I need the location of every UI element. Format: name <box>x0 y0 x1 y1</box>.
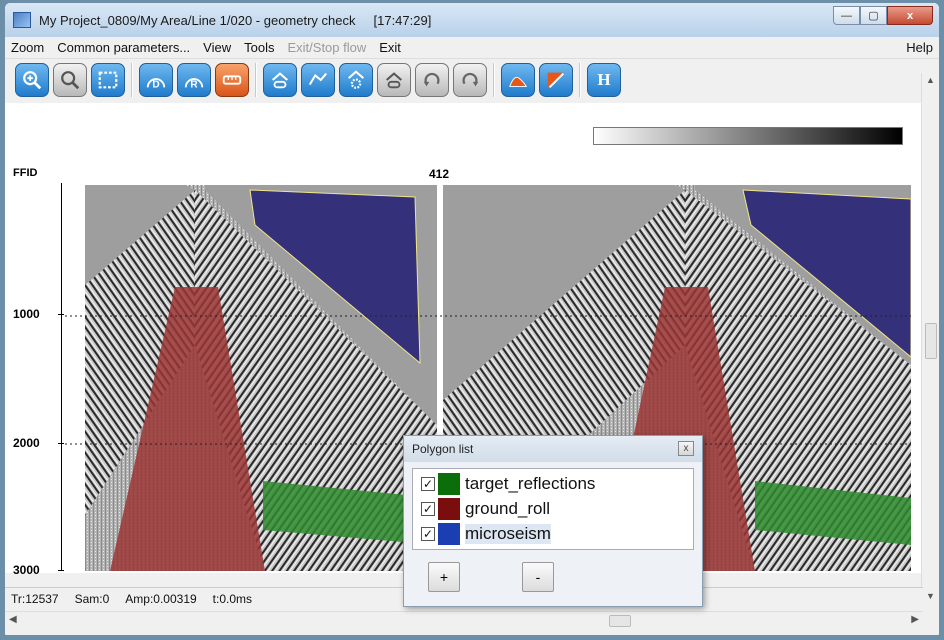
h-icon: H <box>597 70 611 89</box>
ruler-icon <box>222 75 242 85</box>
pick-gray-icon <box>386 72 402 89</box>
polygon-button[interactable] <box>501 63 535 97</box>
zoom-out-button[interactable] <box>53 63 87 97</box>
toolbar-separator <box>493 63 495 97</box>
pick-settings-button[interactable] <box>339 63 373 97</box>
pick-gray-button[interactable] <box>377 63 411 97</box>
left-gather-panel <box>85 185 437 571</box>
polygon-name: target_reflections <box>465 473 596 493</box>
toolbar: D R <box>5 59 939 101</box>
status-amplitude: Amp:0.00319 <box>125 591 197 606</box>
pick-button[interactable] <box>263 63 297 97</box>
title-bar[interactable]: My Project_0809/My Area/Line 1/020 - geo… <box>5 3 939 37</box>
trace-number-label: 412 <box>429 167 450 181</box>
ffid-axis-label: FFID <box>13 167 38 179</box>
close-button[interactable]: x <box>887 6 933 25</box>
polyline-button[interactable] <box>301 63 335 97</box>
minimize-button[interactable]: — <box>833 6 860 25</box>
status-trace: Tr:12537 <box>11 591 59 606</box>
zoom-in-icon <box>23 71 42 90</box>
y-tick-3000: 3000 <box>13 563 64 577</box>
y-tick-1000: 1000 <box>13 307 64 321</box>
polygon-list-dialog: Polygon list x ✓ target_reflections ✓ gr… <box>403 435 703 607</box>
horizontal-scroll-thumb[interactable] <box>609 615 631 627</box>
horizontal-scrollbar[interactable]: ◀ ▶ <box>5 611 923 629</box>
scroll-left-icon[interactable]: ◀ <box>9 614 17 625</box>
polygon-item-ground-roll[interactable]: ✓ ground_roll <box>413 496 693 521</box>
menu-bar: Zoom Common parameters... View Tools Exi… <box>5 37 939 59</box>
toolbar-separator <box>579 63 581 97</box>
undo-icon <box>423 72 440 87</box>
frame-icon <box>98 71 118 89</box>
vertical-scrollbar[interactable]: ▲ ▼ <box>921 73 939 603</box>
redo-button[interactable] <box>453 63 487 97</box>
polygon-checkbox[interactable]: ✓ <box>421 476 435 491</box>
gear-pick-icon <box>348 70 364 89</box>
edit-polygon-icon <box>547 72 565 89</box>
vertical-scroll-thumb[interactable] <box>925 323 937 359</box>
window-controls: — ▢ x <box>833 6 933 25</box>
polygon-list: ✓ target_reflections ✓ ground_roll ✓ mic… <box>412 468 694 550</box>
r-button[interactable]: R <box>177 63 211 97</box>
seismic-view[interactable]: FFID 412 1000 2000 3000 <box>5 103 923 577</box>
header-button[interactable]: H <box>587 63 621 97</box>
polyline-icon <box>308 72 328 86</box>
svg-text:R: R <box>190 79 198 90</box>
remove-polygon-button[interactable]: - <box>522 562 554 592</box>
pick-icon <box>272 72 288 89</box>
polygon-list-close-button[interactable]: x <box>678 441 694 456</box>
zoom-fit-button[interactable] <box>91 63 125 97</box>
edit-polygon-button[interactable] <box>539 63 573 97</box>
menu-common-parameters[interactable]: Common parameters... <box>57 40 191 55</box>
polygon-color-swatch <box>438 472 460 495</box>
window-time: [17:47:29] <box>373 12 432 28</box>
polygon-name: ground_roll <box>465 498 551 518</box>
menu-exit-stop-flow[interactable]: Exit/Stop flow <box>287 40 367 55</box>
menu-view[interactable]: View <box>203 40 232 55</box>
status-time: t:0.0ms <box>212 591 253 606</box>
polygon-icon <box>509 76 528 87</box>
polygon-checkbox[interactable]: ✓ <box>421 501 435 516</box>
scroll-up-icon[interactable]: ▲ <box>926 75 935 85</box>
polygon-name: microseism <box>465 523 551 544</box>
r-icon: R <box>184 78 204 90</box>
zoom-in-button[interactable] <box>15 63 49 97</box>
main-window: My Project_0809/My Area/Line 1/020 - geo… <box>4 2 940 636</box>
scroll-right-icon[interactable]: ▶ <box>911 614 919 625</box>
polygon-item-microseism[interactable]: ✓ microseism <box>413 521 693 546</box>
app-icon <box>13 12 31 28</box>
undo-button[interactable] <box>415 63 449 97</box>
y-tick-2000: 2000 <box>13 436 64 450</box>
menu-tools[interactable]: Tools <box>244 40 275 55</box>
scroll-down-icon[interactable]: ▼ <box>926 591 935 601</box>
d-button[interactable]: D <box>139 63 173 97</box>
toolbar-separator <box>255 63 257 97</box>
polygon-item-target-reflections[interactable]: ✓ target_reflections <box>413 471 693 496</box>
maximize-button[interactable]: ▢ <box>860 6 887 25</box>
toolbar-separator <box>131 63 133 97</box>
panel-divider <box>437 185 443 571</box>
polygon-color-swatch <box>438 497 460 520</box>
y-axis <box>61 183 62 571</box>
svg-text:D: D <box>152 79 159 90</box>
window-title: My Project_0809/My Area/Line 1/020 - geo… <box>39 12 356 28</box>
ruler-button[interactable] <box>215 63 249 97</box>
polygon-checkbox[interactable]: ✓ <box>421 526 435 541</box>
d-icon: D <box>146 78 166 90</box>
amplitude-colorbar[interactable] <box>593 127 903 145</box>
menu-help[interactable]: Help <box>906 40 933 55</box>
status-sample: Sam:0 <box>74 591 110 606</box>
polygon-list-title[interactable]: Polygon list <box>404 436 702 462</box>
redo-icon <box>462 72 479 87</box>
seismic-gather-plot[interactable] <box>65 185 911 571</box>
zoom-out-icon <box>61 71 80 90</box>
polygon-color-swatch <box>438 522 460 545</box>
add-polygon-button[interactable]: + <box>428 562 460 592</box>
menu-zoom[interactable]: Zoom <box>11 40 45 55</box>
menu-exit[interactable]: Exit <box>379 40 401 55</box>
